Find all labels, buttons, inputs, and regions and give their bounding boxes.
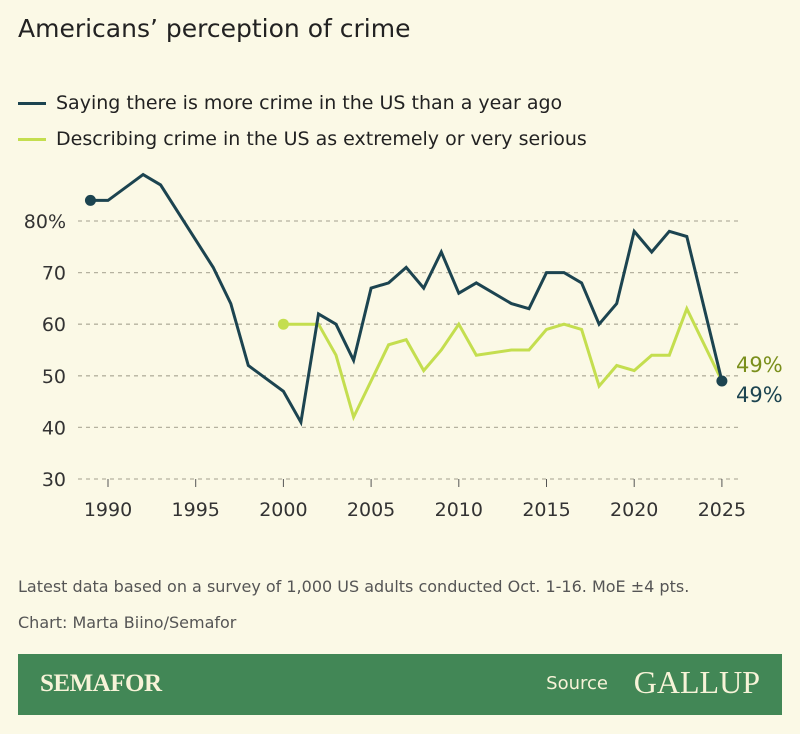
end-point <box>716 375 728 387</box>
legend-item-more-crime: Saying there is more crime in the US tha… <box>18 92 562 114</box>
legend-item-serious: Describing crime in the US as extremely … <box>18 128 587 150</box>
source-label: Source <box>546 673 608 694</box>
y-tick-label: 40 <box>42 417 66 439</box>
x-tick-label: 2005 <box>347 499 395 521</box>
legend-label: Saying there is more crime in the US tha… <box>56 92 563 114</box>
y-tick-label: 70 <box>42 263 66 285</box>
legend-label: Describing crime in the US as extremely … <box>56 128 587 150</box>
semafor-logo: SEMAFOR <box>40 670 162 697</box>
start-point <box>84 194 96 206</box>
end-label-more-crime: 49% <box>736 383 783 407</box>
series-line-serious <box>283 304 724 422</box>
x-tick-label: 1990 <box>84 499 132 521</box>
y-tick-label: 30 <box>42 469 66 491</box>
y-tick-label: 60 <box>42 314 66 336</box>
chart-title: Americans’ perception of crime <box>18 14 411 43</box>
series-line-more-crime <box>90 172 724 427</box>
credit: Chart: Marta Biino/Semafor <box>18 613 237 632</box>
x-tick-label: 2010 <box>435 499 483 521</box>
y-tick-label: 50 <box>42 366 66 388</box>
y-tick-label: 80% <box>24 211 66 233</box>
legend-swatch <box>18 101 46 105</box>
footer-band: SEMAFOR Source GALLUP <box>18 654 782 715</box>
x-tick-label: 1995 <box>172 499 220 521</box>
x-tick-label: 2025 <box>698 499 746 521</box>
gallup-logo: GALLUP <box>633 664 760 700</box>
legend-swatch <box>18 137 46 141</box>
start-point <box>277 318 289 330</box>
footnote: Latest data based on a survey of 1,000 U… <box>18 577 690 596</box>
x-tick-label: 2015 <box>522 499 570 521</box>
end-label-serious: 49% <box>736 353 783 377</box>
line-chart: 80% 70 60 50 40 30 1990 1995 2000 2005 2010 2015 202… <box>24 172 783 521</box>
x-tick-label: 2000 <box>259 499 307 521</box>
x-tick-label: 2020 <box>610 499 658 521</box>
